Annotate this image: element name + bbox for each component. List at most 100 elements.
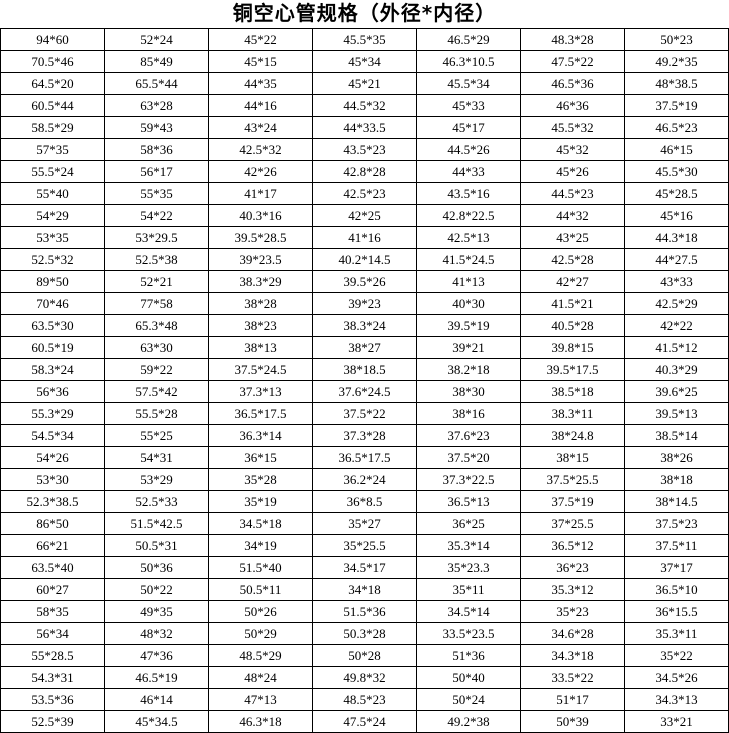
table-row: 60.5*44 63*28 44*16 44.5*32 45*33 46*36 37.5*1… [0, 94, 729, 117]
spec-cell: 52.5*39 [0, 710, 105, 733]
spec-cell: 52.5*32 [0, 248, 105, 271]
spec-cell: 53*29 [104, 468, 209, 491]
spec-cell: 35*28 [208, 468, 313, 491]
spec-cell: 38.5*14 [624, 424, 729, 447]
spec-cell: 46.5*23 [624, 116, 729, 139]
spec-cell: 45*34.5 [104, 710, 209, 733]
spec-cell: 36.2*24 [312, 468, 417, 491]
table-row: 89*50 52*21 38.3*29 39.5*26 41*13 42*27 43*33 [0, 270, 729, 293]
spec-cell: 55*35 [104, 182, 209, 205]
spec-cell: 70*46 [0, 292, 105, 315]
spec-cell: 63.5*40 [0, 556, 105, 579]
spec-cell: 51*17 [520, 688, 625, 711]
spec-cell: 51.5*36 [312, 600, 417, 623]
spec-cell: 38*26 [624, 446, 729, 469]
spec-cell: 35*25.5 [312, 534, 417, 557]
table-row: 64.5*20 65.5*44 44*35 45*21 45.5*34 46.5*36 48… [0, 72, 729, 95]
spec-cell: 43*24 [208, 116, 313, 139]
spec-cell: 55.5*24 [0, 160, 105, 183]
spec-cell: 58*36 [104, 138, 209, 161]
spec-cell: 51.5*42.5 [104, 512, 209, 535]
spec-cell: 35.3*14 [416, 534, 521, 557]
spec-cell: 36.5*10 [624, 578, 729, 601]
spec-cell: 38.5*18 [520, 380, 625, 403]
spec-cell: 46*15 [624, 138, 729, 161]
spec-cell: 35*11 [416, 578, 521, 601]
table-row: 94*60 52*24 45*22 45.5*35 46.5*29 48.3*28 50*2… [0, 28, 729, 51]
spec-cell: 44*27.5 [624, 248, 729, 271]
table-row: 55.5*24 56*17 42*26 42.8*28 44*33 45*26 45.5*3… [0, 160, 729, 183]
table-row: 54*26 54*31 36*15 36.5*17.5 37.5*20 38*15 38*2… [0, 446, 729, 469]
spec-cell: 39*23.5 [208, 248, 313, 271]
spec-cell: 51.5*40 [208, 556, 313, 579]
spec-cell: 41.5*12 [624, 336, 729, 359]
spec-cell: 34.3*18 [520, 644, 625, 667]
spec-cell: 59*43 [104, 116, 209, 139]
spec-cell: 54.5*34 [0, 424, 105, 447]
spec-table-body: 94*60 52*24 45*22 45.5*35 46.5*29 48.3*28 50*2… [0, 28, 729, 733]
spec-cell: 39.5*13 [624, 402, 729, 425]
spec-cell: 45*33 [416, 94, 521, 117]
spec-cell: 63*28 [104, 94, 209, 117]
table-row: 70*46 77*58 38*28 39*23 40*30 41.5*21 42.5*29 [0, 292, 729, 315]
spec-cell: 36*15 [208, 446, 313, 469]
table-row: 55*40 55*35 41*17 42.5*23 43.5*16 44.5*23 45*2… [0, 182, 729, 205]
spec-cell: 36.5*17.5 [208, 402, 313, 425]
spec-cell: 46.5*36 [520, 72, 625, 95]
spec-cell: 36*25 [416, 512, 521, 535]
spec-cell: 56*17 [104, 160, 209, 183]
spec-cell: 41.5*24.5 [416, 248, 521, 271]
spec-cell: 50*40 [416, 666, 521, 689]
spec-cell: 54.3*31 [0, 666, 105, 689]
table-row: 52.3*38.5 52.5*33 35*19 36*8.5 36.5*13 37.5*1… [0, 490, 729, 513]
spec-cell: 37*25.5 [520, 512, 625, 535]
spec-cell: 45*16 [624, 204, 729, 227]
spec-cell: 39*21 [416, 336, 521, 359]
spec-cell: 34*19 [208, 534, 313, 557]
spec-cell: 52.5*38 [104, 248, 209, 271]
spec-cell: 50*26 [208, 600, 313, 623]
spec-cell: 51*36 [416, 644, 521, 667]
table-row: 58.5*29 59*43 43*24 44*33.5 45*17 45.5*32 46.5… [0, 116, 729, 139]
spec-cell: 36.5*13 [416, 490, 521, 513]
spec-cell: 34*18 [312, 578, 417, 601]
spec-cell: 38.3*11 [520, 402, 625, 425]
spec-cell: 48*32 [104, 622, 209, 645]
spec-cell: 33.5*23.5 [416, 622, 521, 645]
spec-cell: 50*29 [208, 622, 313, 645]
spec-cell: 38*18 [624, 468, 729, 491]
spec-cell: 41*16 [312, 226, 417, 249]
spec-cell: 37*17 [624, 556, 729, 579]
spec-cell: 56*34 [0, 622, 105, 645]
table-row: 60.5*19 63*30 38*13 38*27 39*21 39.8*15 41.5*1… [0, 336, 729, 359]
spec-cell: 49.8*32 [312, 666, 417, 689]
spec-cell: 50*24 [416, 688, 521, 711]
spec-cell: 60.5*44 [0, 94, 105, 117]
table-row: 54*29 54*22 40.3*16 42*25 42.8*22.5 44*32 45*1… [0, 204, 729, 227]
spec-cell: 46.3*10.5 [416, 50, 521, 73]
table-row: 55.3*29 55.5*28 36.5*17.5 37.5*22 38*16 38.3*… [0, 402, 729, 425]
spec-cell: 48*38.5 [624, 72, 729, 95]
spec-cell: 44.5*32 [312, 94, 417, 117]
spec-cell: 45*28.5 [624, 182, 729, 205]
spec-cell: 43.5*23 [312, 138, 417, 161]
spec-cell: 36.5*17.5 [312, 446, 417, 469]
spec-cell: 35*23 [520, 600, 625, 623]
spec-cell: 38.3*24 [312, 314, 417, 337]
spec-cell: 35*19 [208, 490, 313, 513]
spec-cell: 55*28.5 [0, 644, 105, 667]
spec-cell: 41.5*21 [520, 292, 625, 315]
table-row: 66*21 50.5*31 34*19 35*25.5 35.3*14 36.5*12 37… [0, 534, 729, 557]
spec-cell: 50.5*31 [104, 534, 209, 557]
spec-cell: 47.5*22 [520, 50, 625, 73]
table-row: 63.5*30 65.3*48 38*23 38.3*24 39.5*19 40.5*28… [0, 314, 729, 337]
spec-cell: 63.5*30 [0, 314, 105, 337]
spec-cell: 43*25 [520, 226, 625, 249]
spec-cell: 45*26 [520, 160, 625, 183]
spec-table: 94*60 52*24 45*22 45.5*35 46.5*29 48.3*28 50*2… [0, 28, 729, 733]
spec-cell: 46.3*18 [208, 710, 313, 733]
spec-cell: 50.3*28 [312, 622, 417, 645]
spec-cell: 37.5*23 [624, 512, 729, 535]
spec-cell: 70.5*46 [0, 50, 105, 73]
